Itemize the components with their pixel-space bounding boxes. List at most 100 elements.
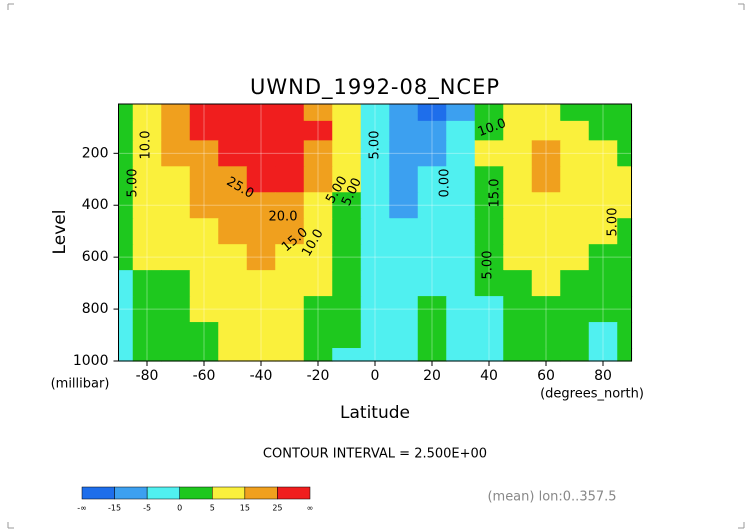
contour-cell: [389, 140, 419, 167]
contour-cell: [560, 104, 590, 122]
contour-cell: [275, 322, 305, 349]
contour-cell: [588, 244, 618, 271]
colorbar-label: -15: [108, 504, 121, 513]
x-tick-label: 0: [371, 368, 380, 384]
contour-cell: [118, 218, 134, 245]
contour-cell: [560, 296, 590, 323]
contour-cell: [161, 322, 191, 349]
contour-cell: [389, 218, 419, 245]
x-tick-label: -40: [250, 368, 273, 384]
contour-cell: [446, 140, 476, 167]
contour-cell: [303, 120, 333, 141]
contour-cell: [360, 244, 390, 271]
contour-cell: [189, 120, 219, 141]
contour-cell: [132, 192, 162, 219]
contour-cell: [474, 140, 504, 167]
contour-cell: [246, 120, 276, 141]
contour-cell: [118, 348, 134, 362]
x-tick-label: -20: [307, 368, 330, 384]
colorbar-box: [81, 486, 115, 500]
contour-cell: [303, 166, 333, 193]
contour-cell: [218, 120, 248, 141]
contour-cell: [560, 348, 590, 362]
contour-cell: [389, 270, 419, 297]
contour-cell: [446, 270, 476, 297]
contour-cell: [617, 218, 633, 245]
contour-cell: [360, 348, 390, 362]
contour-cell: [118, 120, 134, 141]
contour-cell: [417, 140, 447, 167]
contour-cell: [218, 348, 248, 362]
contour-cell: [360, 192, 390, 219]
contour-cell: [360, 296, 390, 323]
contour-cell: [417, 348, 447, 362]
contour-cell: [161, 104, 191, 122]
contour-cell: [560, 140, 590, 167]
contour-cell: [588, 296, 618, 323]
contour-cell: [118, 296, 134, 323]
contour-interval: CONTOUR INTERVAL = 2.500E+00: [263, 447, 487, 462]
contour-cell: [531, 270, 561, 297]
contour-cell: [246, 322, 276, 349]
contour-cell: [417, 244, 447, 271]
contour-cell: [118, 270, 134, 297]
contour-cell: [189, 244, 219, 271]
contour-cell: [503, 166, 533, 193]
contour-cell: [189, 166, 219, 193]
colorbar-box: [179, 486, 213, 500]
plot-frame: [118, 103, 632, 362]
contour-cell: [474, 322, 504, 349]
contour-cell: [303, 244, 333, 271]
contour-cell: [617, 244, 633, 271]
chart-title: UWND_1992-08_NCEP: [250, 75, 500, 100]
contour-cell: [588, 166, 618, 193]
contour-cell: [189, 270, 219, 297]
contour-cell: [360, 120, 390, 141]
contour-cell: [218, 218, 248, 245]
contour-cell: [275, 140, 305, 167]
contour-cell: [189, 104, 219, 122]
contour-cell: [446, 166, 476, 193]
contour-cell: [189, 140, 219, 167]
contour-cell: [332, 322, 362, 349]
contour-cell: [118, 192, 134, 219]
contour-cell: [446, 348, 476, 362]
contour-cell: [503, 104, 533, 122]
colorbar-label: ∞: [307, 504, 314, 513]
y-tick-label: 600: [82, 249, 109, 265]
contour-cell: [246, 192, 276, 219]
contour-cell: [446, 104, 476, 122]
contour-cell: [503, 322, 533, 349]
contour-cell: [474, 166, 504, 193]
contour-cell: [360, 322, 390, 349]
contour-cell: [560, 218, 590, 245]
x-axis-label: Latitude: [340, 403, 410, 423]
contour-cell: [617, 166, 633, 193]
contour-cell: [588, 218, 618, 245]
contour-cell: [446, 120, 476, 141]
contour-cell: [474, 296, 504, 323]
contour-cell: [132, 104, 162, 122]
contour-cell: [389, 322, 419, 349]
contour-cell: [531, 192, 561, 219]
contour-cell: [560, 244, 590, 271]
x-tick-label: -60: [193, 368, 216, 384]
contour-cell: [474, 348, 504, 362]
contour-cell: [132, 218, 162, 245]
colorbar-box: [114, 486, 148, 500]
contour-cell: [588, 104, 618, 122]
contour-cell: [246, 348, 276, 362]
contour-cell: [189, 322, 219, 349]
contour-label: 5.00: [126, 169, 141, 198]
contour-cell: [446, 192, 476, 219]
contour-cell: [275, 218, 305, 245]
contour-cell: [474, 104, 504, 122]
contour-cell: [332, 296, 362, 323]
contour-cell: [161, 192, 191, 219]
contour-cell: [132, 140, 162, 167]
crop-marks: [7, 3, 745, 529]
contour-cell: [446, 296, 476, 323]
contour-cell: [417, 104, 447, 122]
contour-cell: [132, 120, 162, 141]
